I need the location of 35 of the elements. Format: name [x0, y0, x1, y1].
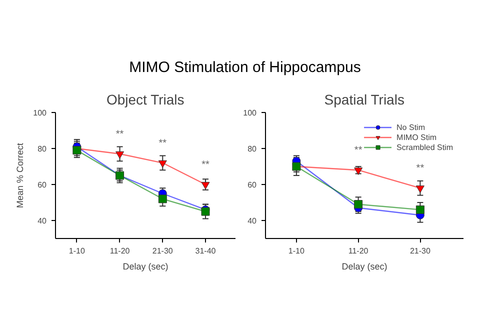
annotation: ** — [416, 163, 424, 174]
x-tick-label: 21-30 — [410, 246, 431, 256]
annotation: ** — [202, 160, 210, 170]
y-tick-label: 80 — [38, 144, 48, 154]
point — [158, 160, 167, 168]
legend-label: Scrambled Stim — [396, 142, 453, 152]
text: MIMO Stimulation of Hippocampus — [128, 58, 362, 78]
point — [201, 182, 210, 190]
y-tick-label: 100 — [33, 108, 48, 118]
x-tick-label: 11-20 — [348, 246, 369, 256]
x-axis-title: Delay (sec) — [342, 262, 388, 272]
point — [116, 151, 124, 159]
legend-label: No Stim — [396, 122, 425, 132]
x-tick-label: 11-20 — [110, 246, 130, 256]
annotation: ** — [158, 138, 167, 149]
x-axis-title: Delay (sec) — [122, 262, 168, 272]
x-tick-label: 1-10 — [68, 246, 86, 256]
y-tick-label: 60 — [248, 180, 258, 190]
y-tick-label: 60 — [38, 180, 48, 190]
x-tick-label: 31-40 — [195, 246, 216, 256]
legend-label: MIMO Stim — [396, 132, 437, 142]
x-tick-label: 1-10 — [288, 246, 305, 256]
annotation: ** — [354, 145, 362, 156]
chart-title: Object Trials — [106, 92, 184, 108]
annotation: ** — [116, 128, 124, 140]
point — [354, 200, 363, 209]
x-tick-label: 21-30 — [152, 246, 174, 256]
y-tick-label: 40 — [38, 216, 48, 226]
y-tick-label: 100 — [243, 108, 258, 118]
y-axis-title: Mean % Correct — [15, 142, 26, 208]
y-tick-label: 80 — [248, 144, 258, 154]
point — [416, 205, 424, 214]
point — [158, 194, 167, 204]
chart-title: Spatial Trials — [324, 92, 404, 108]
y-tick-label: 40 — [248, 216, 258, 226]
